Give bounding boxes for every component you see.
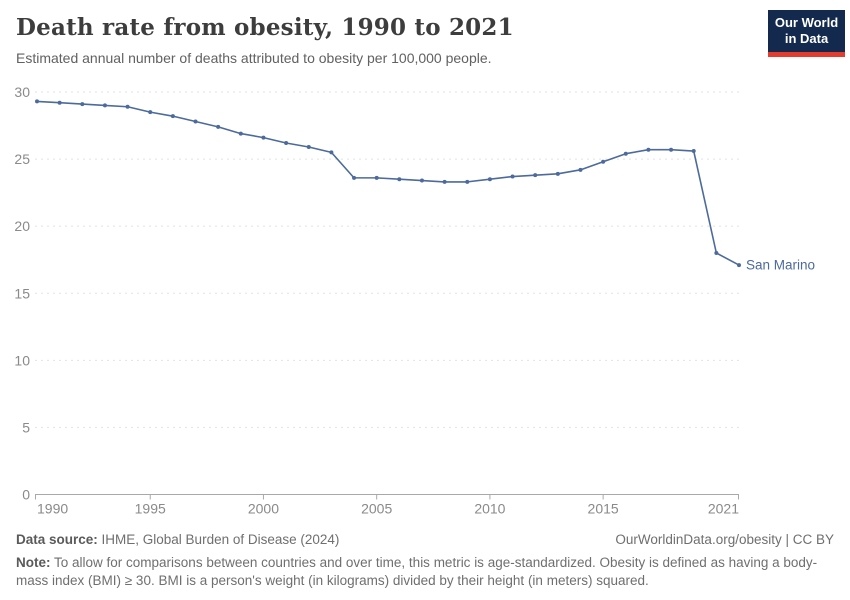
note-label: Note:: [16, 554, 51, 570]
y-tick-label-5: 5: [22, 419, 30, 435]
data-point-2002: [306, 145, 311, 150]
data-point-1997: [193, 119, 198, 124]
data-point-2004: [352, 175, 357, 180]
data-point-1999: [238, 131, 243, 136]
footer-note: Note: To allow for comparisons between c…: [16, 554, 834, 590]
y-tick-label-30: 30: [14, 84, 30, 100]
data-point-1994: [125, 104, 130, 109]
chart-title: Death rate from obesity, 1990 to 2021: [16, 14, 514, 41]
chart-svg: 0 5 10 15 20 25 30 1990 1995 2000 2005 2010 2015 2021…: [14, 84, 815, 517]
data-point-2005: [374, 175, 379, 180]
data-point-2016: [623, 151, 628, 156]
data-point-2018: [669, 147, 674, 152]
entity-label: San Marino: [746, 258, 815, 273]
note-text: To allow for comparisons between countri…: [16, 554, 818, 588]
data-point-2015: [601, 159, 606, 164]
y-tick-label-0: 0: [22, 487, 30, 503]
data-line: [36, 100, 740, 266]
y-tick-label-10: 10: [14, 352, 30, 368]
y-tick-label-25: 25: [14, 151, 30, 167]
data-source-label: Data source:: [16, 532, 98, 547]
chart-footer: Data source: IHME, Global Burden of Dise…: [16, 531, 834, 589]
y-tick-label-20: 20: [14, 218, 30, 234]
data-point-1993: [102, 103, 107, 108]
chart-area: 0 5 10 15 20 25 30 1990 1995 2000 2005 2010 2015 2021…: [0, 80, 850, 525]
y-tick-label-15: 15: [14, 285, 30, 301]
footer-source-row: Data source: IHME, Global Burden of Dise…: [16, 531, 834, 549]
data-point-1992: [80, 102, 85, 107]
data-point-2007: [419, 178, 424, 183]
data-point-2013: [555, 171, 560, 176]
data-point-2009: [465, 179, 470, 184]
x-tick-label-2005: 2005: [361, 501, 392, 517]
data-point-1995: [148, 110, 153, 115]
data-point-2012: [533, 173, 538, 178]
data-point-2021: [737, 263, 741, 268]
data-point-1990: [35, 99, 39, 104]
data-point-2000: [261, 135, 266, 140]
data-point-1991: [57, 100, 62, 105]
x-tick-label-1995: 1995: [135, 501, 166, 517]
data-point-2020: [714, 251, 719, 255]
data-point-1998: [216, 124, 221, 129]
x-tick-label-2015: 2015: [588, 501, 619, 517]
x-tick-label-2000: 2000: [248, 501, 279, 517]
data-point-2001: [284, 140, 289, 145]
data-point-2017: [646, 147, 651, 152]
data-point-2008: [442, 179, 447, 184]
x-tick-label-2010: 2010: [474, 501, 505, 517]
data-point-1996: [170, 114, 175, 119]
owid-logo: Our World in Data: [768, 10, 845, 57]
data-point-2019: [691, 149, 696, 154]
chart-header: Death rate from obesity, 1990 to 2021 Es…: [16, 14, 750, 66]
chart-subtitle: Estimated annual number of deaths attrib…: [16, 50, 492, 66]
data-source: Data source: IHME, Global Burden of Dise…: [16, 531, 339, 549]
data-point-2014: [578, 167, 583, 172]
x-tick-label-2021: 2021: [708, 501, 739, 517]
owid-logo-text-line2: in Data: [784, 31, 829, 47]
x-tick-label-1990: 1990: [37, 501, 68, 517]
data-point-2010: [487, 177, 492, 182]
owid-logo-text-line1: Our World: [774, 15, 839, 30]
data-point-2011: [510, 174, 515, 179]
data-point-2003: [329, 150, 334, 155]
data-source-text: IHME, Global Burden of Disease (2024): [97, 532, 340, 547]
owid-link[interactable]: OurWorldinData.org/obesity | CC BY: [615, 532, 834, 547]
data-point-2006: [397, 177, 402, 182]
